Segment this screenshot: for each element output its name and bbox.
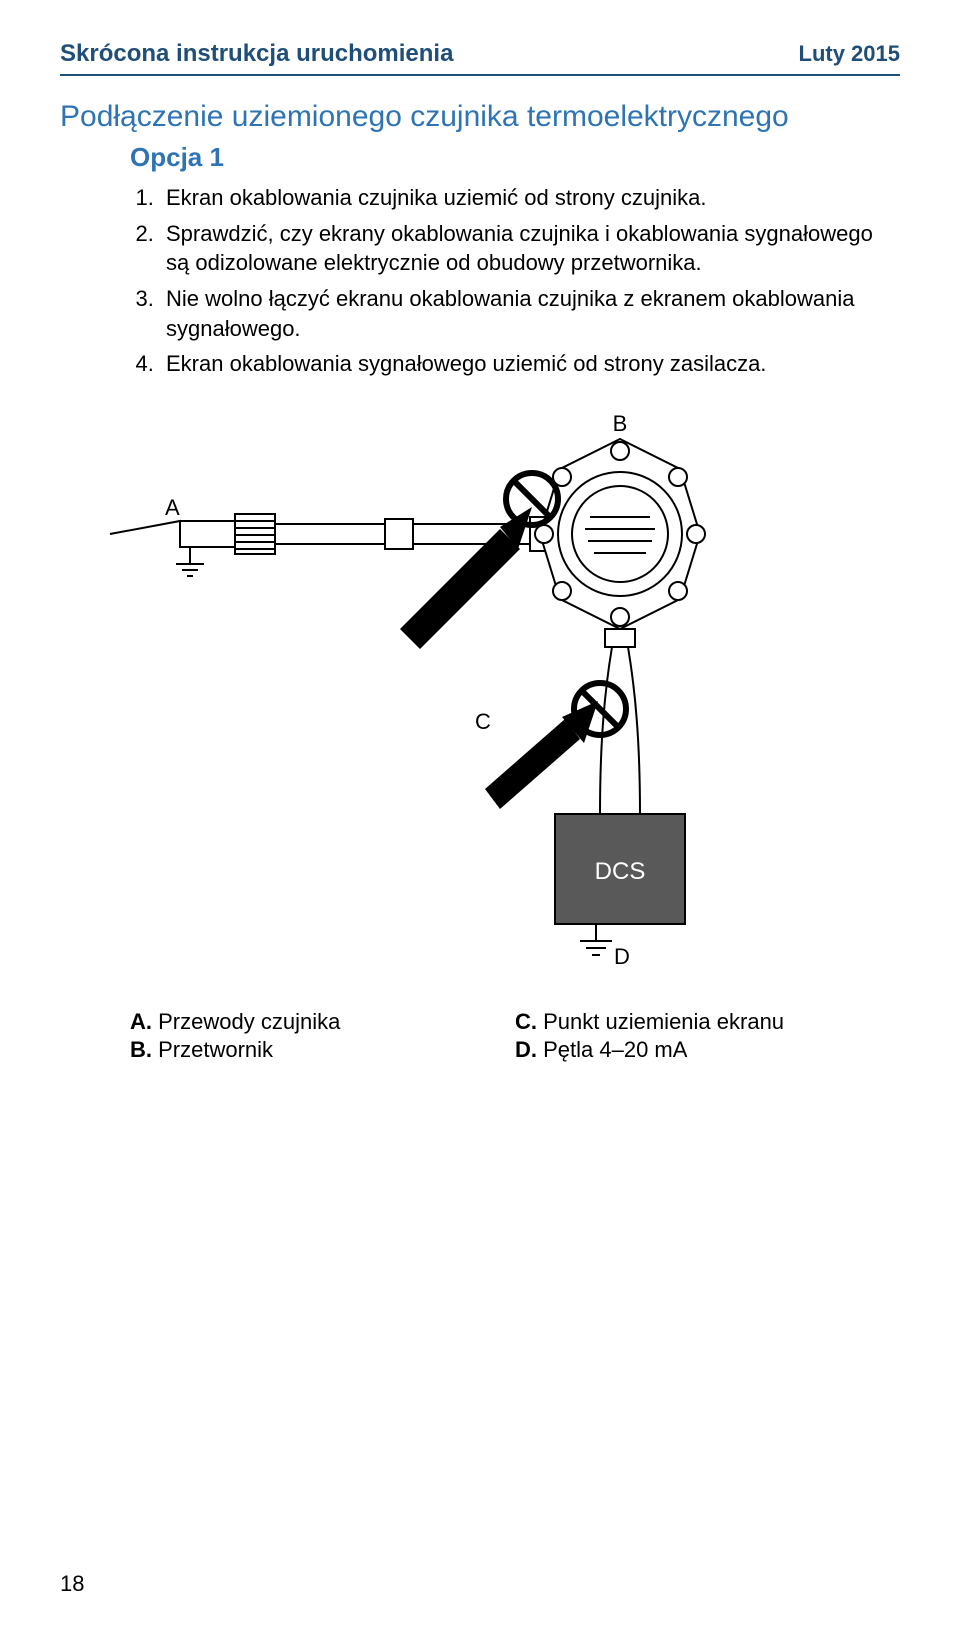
diagram-label-b: B (613, 411, 628, 436)
legend-item: A. Przewody czujnika (130, 1009, 515, 1035)
page-number: 18 (60, 1571, 84, 1597)
page-header: Skrócona instrukcja uruchomienia Luty 20… (60, 40, 900, 76)
legend-item: C. Punkt uziemienia ekranu (515, 1009, 900, 1035)
section-title: Podłączenie uziemionego czujnika termoel… (60, 100, 900, 134)
step-item: Sprawdzić, czy ekrany okablowania czujni… (160, 219, 900, 278)
diagram-legend: A. Przewody czujnika B. Przetwornik C. P… (130, 1009, 900, 1065)
diagram-label-d: D (614, 944, 630, 969)
dcs-label: DCS (595, 858, 646, 885)
diagram-label-c: C (475, 709, 491, 734)
subsection-title: Opcja 1 (130, 142, 900, 173)
step-item: Nie wolno łączyć ekranu okablowania czuj… (160, 284, 900, 343)
header-left: Skrócona instrukcja uruchomienia (60, 40, 453, 68)
legend-col-left: A. Przewody czujnika B. Przetwornik (130, 1009, 515, 1065)
legend-item: D. Pętla 4–20 mA (515, 1037, 900, 1063)
wiring-diagram: DCS A B C D (100, 409, 880, 989)
header-right: Luty 2015 (799, 41, 901, 67)
step-item: Ekran okablowania czujnika uziemić od st… (160, 183, 900, 213)
diagram-label-a: A (165, 495, 180, 520)
legend-item: B. Przetwornik (130, 1037, 515, 1063)
legend-col-right: C. Punkt uziemienia ekranu D. Pętla 4–20… (515, 1009, 900, 1065)
step-item: Ekran okablowania sygnałowego uziemić od… (160, 349, 900, 379)
steps-list: Ekran okablowania czujnika uziemić od st… (130, 183, 900, 379)
